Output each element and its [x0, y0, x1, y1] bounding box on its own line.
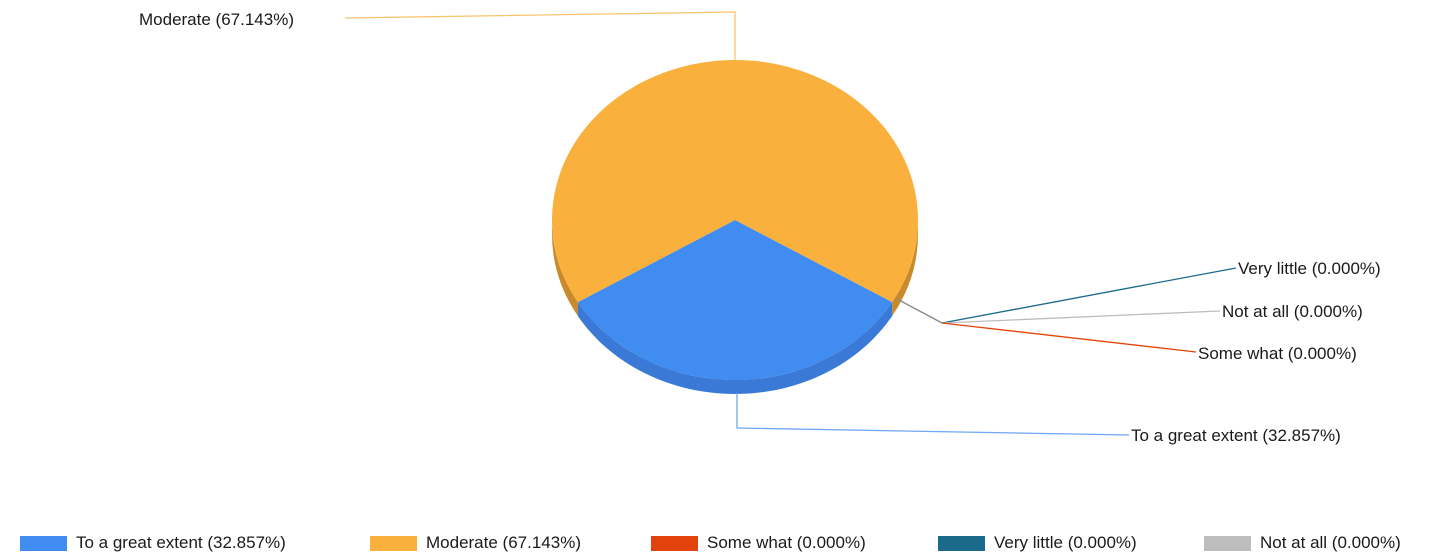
pie-chart: Moderate (67.143%) Very little (0.000%) …: [139, 10, 1381, 445]
leader-line-very-little: [941, 267, 1237, 324]
leader-line-to-a-great-extent: [736, 393, 1130, 436]
legend-label: Moderate (67.143%): [426, 533, 581, 552]
data-label-some-what: Some what (0.000%): [1198, 344, 1357, 363]
pie-rim-to-a-great-extent: [577, 302, 893, 395]
legend-item-very-little[interactable]: Very little (0.000%): [938, 530, 1137, 556]
legend-label: Not at all (0.000%): [1260, 533, 1401, 552]
legend-swatch: [20, 535, 67, 551]
legend-item-not-at-all[interactable]: Not at all (0.000%): [1204, 530, 1401, 556]
data-label-very-little: Very little (0.000%): [1238, 259, 1381, 278]
legend: To a great extent (32.857%) Moderate (67…: [0, 530, 1449, 556]
legend-swatch: [370, 535, 417, 551]
legend-swatch: [651, 535, 698, 551]
data-label-moderate: Moderate (67.143%): [139, 10, 294, 29]
legend-label: Very little (0.000%): [994, 533, 1137, 552]
leader-line-moderate: [344, 11, 736, 60]
data-label-to-a-great-extent: To a great extent (32.857%): [1131, 426, 1341, 445]
data-label-not-at-all: Not at all (0.000%): [1222, 302, 1363, 321]
legend-item-some-what[interactable]: Some what (0.000%): [651, 530, 866, 556]
leader-line-not-at-all: [941, 310, 1221, 324]
legend-label: To a great extent (32.857%): [76, 533, 286, 552]
leader-line-hub: [896, 298, 943, 324]
legend-item-to-a-great-extent[interactable]: To a great extent (32.857%): [20, 530, 286, 556]
legend-label: Some what (0.000%): [707, 533, 866, 552]
legend-swatch: [1204, 535, 1251, 551]
legend-item-moderate[interactable]: Moderate (67.143%): [370, 530, 581, 556]
leader-line-some-what: [941, 322, 1197, 353]
legend-swatch: [938, 535, 985, 551]
pie-slice-moderate[interactable]: [551, 60, 918, 303]
pie-slice-to-a-great-extent[interactable]: [577, 220, 893, 381]
